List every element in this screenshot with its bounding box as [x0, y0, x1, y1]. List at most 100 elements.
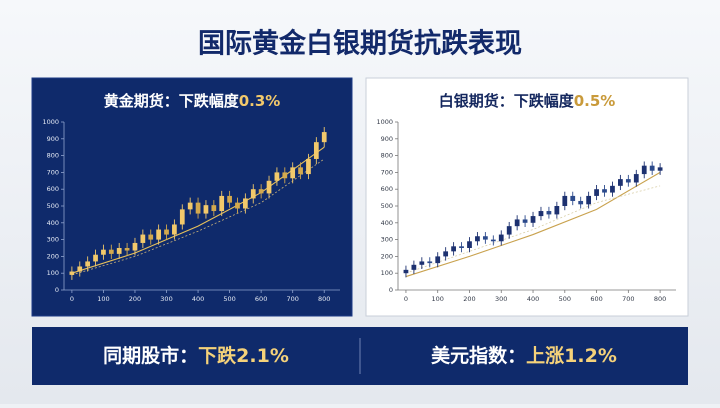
candle-body [203, 205, 209, 214]
candle-body [467, 241, 472, 248]
y-tick-label: 300 [381, 236, 393, 244]
candle-body [274, 172, 280, 181]
candle-body [411, 264, 417, 270]
y-tick-label: 0 [55, 286, 59, 294]
candle-body [546, 211, 552, 215]
trend-line [71, 146, 325, 274]
candle-body [156, 229, 161, 240]
candle-body [77, 266, 83, 272]
x-tick-label: 100 [97, 295, 109, 303]
candle-body [490, 239, 496, 242]
x-tick-label: 400 [192, 295, 204, 303]
candle-body [69, 271, 75, 275]
candle-body [482, 236, 488, 240]
chart-title: 黄金期货：下跌幅度0.3% [104, 92, 281, 110]
candle-body [195, 202, 201, 214]
silver-panel [365, 77, 689, 317]
candle-body [290, 167, 296, 179]
trend-line [71, 158, 325, 276]
candle-body [633, 174, 639, 183]
candle-body [625, 179, 631, 183]
stat: 同期股市：下跌2.1% [103, 344, 289, 367]
x-tick-label: 600 [590, 295, 602, 303]
candle-body [435, 256, 441, 264]
y-tick-label: 400 [47, 219, 59, 227]
x-tick-label: 700 [622, 295, 634, 303]
candle-body [266, 180, 272, 194]
x-tick-label: 200 [463, 295, 475, 303]
candle-body [124, 248, 130, 251]
x-tick-label: 200 [129, 295, 141, 303]
x-tick-label: 300 [495, 295, 507, 303]
candle-body [250, 189, 256, 199]
candle-body [459, 246, 464, 248]
candle-body [419, 261, 425, 265]
candle-body [594, 189, 599, 196]
stat-label: 同期股市： [103, 344, 198, 367]
candle-body [219, 195, 225, 212]
stat: 美元指数：上涨1.2% [431, 344, 617, 367]
x-tick-label: 600 [255, 295, 267, 303]
candle-body [211, 205, 217, 212]
y-tick-label: 100 [381, 269, 393, 277]
x-tick-label: 300 [160, 295, 172, 303]
candle-body [586, 195, 592, 205]
candle-body [649, 165, 655, 171]
candle-body [298, 167, 303, 175]
stat-value: 上涨1.2% [526, 345, 617, 367]
x-tick-label: 800 [318, 295, 330, 303]
candle-body [554, 206, 560, 215]
candle-body [313, 142, 319, 159]
x-tick-label: 700 [286, 295, 298, 303]
candle-body [132, 242, 138, 251]
candle-body [538, 211, 544, 217]
candle-body [522, 219, 528, 223]
candle-body [85, 261, 91, 267]
candle-body [258, 189, 264, 194]
candle-body [227, 195, 232, 203]
page-title: 国际黄金白银期货抗跌表现 [198, 28, 522, 60]
candle-body [306, 158, 311, 175]
y-tick-label: 600 [381, 185, 393, 193]
candle-body [498, 234, 504, 242]
trend-line [405, 185, 661, 274]
y-tick-label: 700 [381, 168, 393, 176]
chart-title-highlight: 0.3% [239, 92, 281, 110]
candle-body [116, 248, 122, 254]
y-tick-label: 0 [389, 286, 393, 294]
candle-body [443, 251, 449, 257]
candle-body [148, 234, 154, 240]
y-tick-label: 1000 [42, 118, 59, 126]
candle-body [562, 195, 568, 206]
candle-body [530, 216, 536, 223]
stat-label: 美元指数： [431, 344, 526, 367]
y-tick-label: 1000 [376, 118, 393, 126]
candle-body [610, 185, 615, 193]
candle-body [427, 261, 433, 264]
candle-body [282, 172, 288, 179]
candle-body [101, 249, 106, 255]
y-tick-label: 800 [381, 152, 393, 160]
y-tick-label: 900 [381, 135, 393, 143]
x-tick-label: 500 [223, 295, 235, 303]
candle-body [578, 200, 584, 205]
y-tick-label: 500 [47, 202, 59, 210]
candle-body [618, 179, 623, 186]
y-tick-label: 800 [47, 152, 59, 160]
candle-body [321, 132, 327, 143]
y-tick-label: 400 [381, 219, 393, 227]
chart-title-text: 白银期货：下跌幅度 [439, 92, 575, 110]
candle-body [475, 236, 480, 242]
candle-body [140, 234, 146, 243]
candle-body [451, 246, 456, 252]
candle-body [164, 229, 169, 235]
y-tick-label: 600 [47, 185, 59, 193]
y-tick-label: 700 [47, 168, 59, 176]
chart-title-highlight: 0.5% [574, 92, 616, 110]
candle-body [570, 195, 576, 201]
x-tick-label: 500 [559, 295, 571, 303]
candle-body [108, 249, 114, 254]
x-tick-label: 400 [527, 295, 539, 303]
